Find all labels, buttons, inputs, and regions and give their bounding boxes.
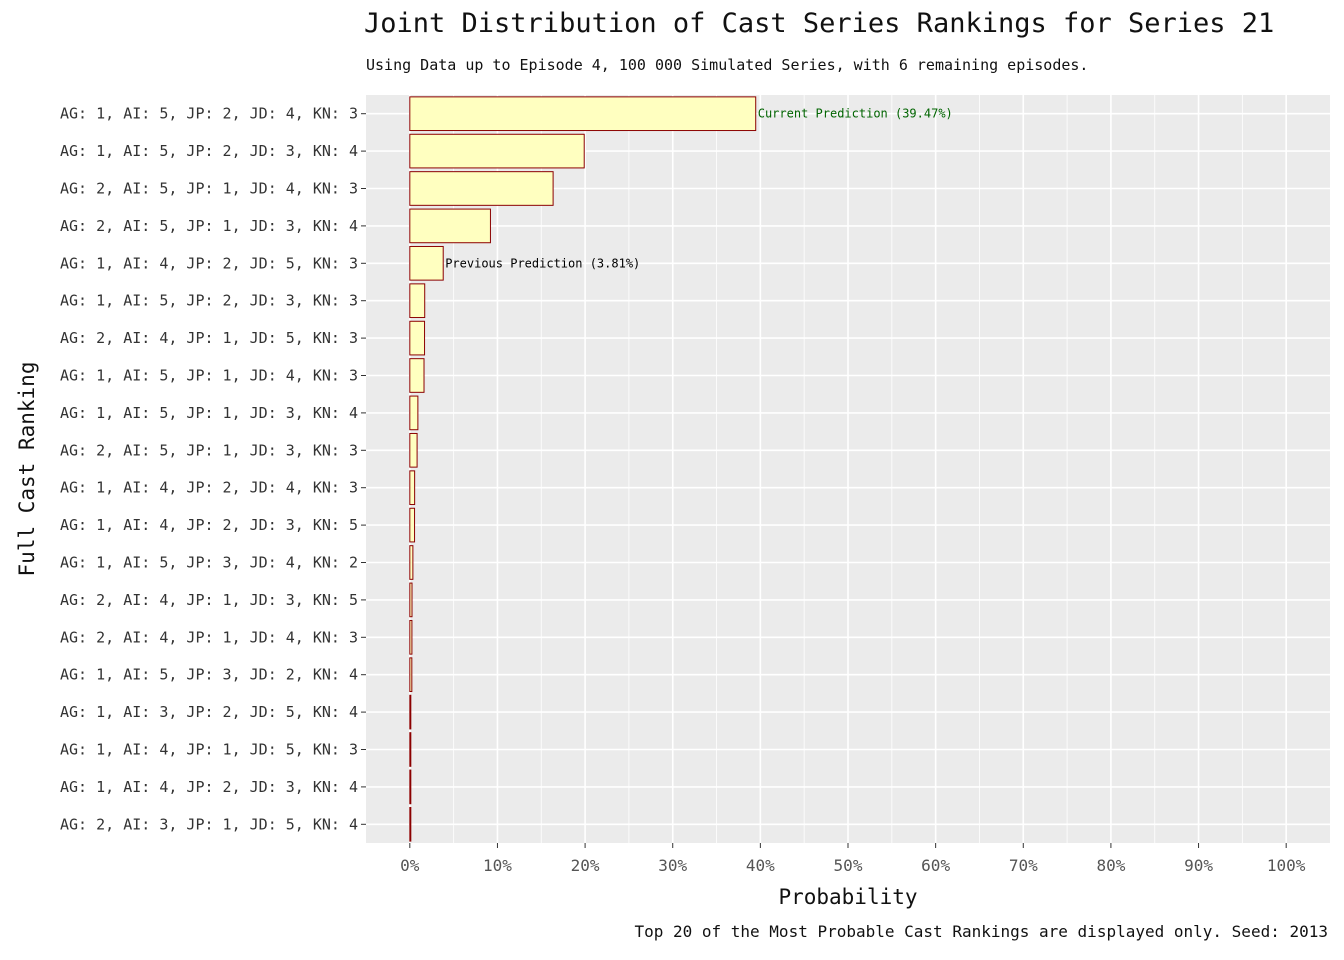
bar [409,619,413,655]
x-tick-label: 10% [483,856,512,875]
y-tick-label: AG: 2, AI: 5, JP: 1, JD: 4, KN: 3 [60,180,358,198]
bar [409,507,416,543]
y-tick-label: AG: 1, AI: 5, JP: 2, JD: 3, KN: 4 [60,142,358,160]
y-tick-label: AG: 1, AI: 4, JP: 2, JD: 5, KN: 3 [60,254,358,272]
chart-caption: Top 20 of the Most Probable Cast Ranking… [634,922,1328,941]
bar [409,245,444,281]
bar [409,545,414,580]
y-tick-label: AG: 2, AI: 5, JP: 1, JD: 3, KN: 4 [60,217,358,235]
x-tick-label: 30% [658,856,687,875]
bar [409,732,412,767]
chart-subtitle: Using Data up to Episode 4, 100 000 Simu… [366,56,1089,74]
bar [409,806,412,842]
x-tick-label: 50% [834,856,863,875]
y-tick-labels: AG: 1, AI: 5, JP: 2, JD: 4, KN: 3 AG: 1, … [60,105,366,833]
x-axis-title: Probability [778,885,917,909]
y-axis-title: Full Cast Ranking [15,362,39,577]
bar [409,432,418,468]
x-tick-label: 0% [400,856,420,875]
y-tick-label: AG: 1, AI: 5, JP: 1, JD: 3, KN: 4 [60,404,358,422]
y-tick-label: AG: 2, AI: 5, JP: 1, JD: 3, KN: 3 [60,441,358,459]
bar [409,283,426,319]
x-tick-label: 80% [1096,856,1125,875]
bar [409,320,426,356]
y-tick-label: AG: 1, AI: 5, JP: 3, JD: 2, KN: 4 [60,666,358,684]
bars [409,96,757,842]
x-tick-label: 20% [571,856,600,875]
bar [409,208,491,244]
y-tick-label: AG: 2, AI: 4, JP: 1, JD: 4, KN: 3 [60,628,358,646]
y-tick-label: AG: 1, AI: 4, JP: 2, JD: 3, KN: 4 [60,778,358,796]
x-tick-label: 70% [1009,856,1038,875]
y-tick-label: AG: 1, AI: 3, JP: 2, JD: 5, KN: 4 [60,703,358,721]
y-tick-label: AG: 2, AI: 3, JP: 1, JD: 5, KN: 4 [60,815,358,833]
annotation-label: Previous Prediction (3.81%) [445,256,640,270]
bar [409,657,413,693]
x-tick-label: 60% [921,856,950,875]
bar [409,171,554,206]
bar [409,582,413,618]
x-tick-labels: 0% 10% 20% 30% 40% 50% 60% 70% 80% 90% 100% [400,843,1306,875]
y-tick-label: AG: 1, AI: 5, JP: 3, JD: 4, KN: 2 [60,554,358,572]
chart-title: Joint Distribution of Cast Series Rankin… [364,8,1275,39]
y-tick-label: AG: 1, AI: 5, JP: 2, JD: 3, KN: 3 [60,292,358,310]
x-tick-label: 90% [1184,856,1213,875]
annotations: Current Prediction (39.47%) Previous Pred… [445,107,953,271]
bar [409,769,412,805]
bar [409,470,416,506]
bar [409,694,412,730]
y-tick-label: AG: 1, AI: 4, JP: 1, JD: 5, KN: 3 [60,741,358,759]
annotation-label: Current Prediction (39.47%) [758,107,953,121]
bar [409,133,585,169]
bar [409,395,419,431]
x-tick-label: 40% [746,856,775,875]
bar [409,96,757,132]
y-tick-label: AG: 2, AI: 4, JP: 1, JD: 5, KN: 3 [60,329,358,347]
bar [409,358,425,393]
y-tick-label: AG: 2, AI: 4, JP: 1, JD: 3, KN: 5 [60,591,358,609]
y-tick-label: AG: 1, AI: 4, JP: 2, JD: 4, KN: 3 [60,479,358,497]
y-tick-label: AG: 1, AI: 4, JP: 2, JD: 3, KN: 5 [60,516,358,534]
x-tick-label: 100% [1267,856,1306,875]
y-tick-label: AG: 1, AI: 5, JP: 2, JD: 4, KN: 3 [60,105,358,123]
y-tick-label: AG: 1, AI: 5, JP: 1, JD: 4, KN: 3 [60,367,358,385]
